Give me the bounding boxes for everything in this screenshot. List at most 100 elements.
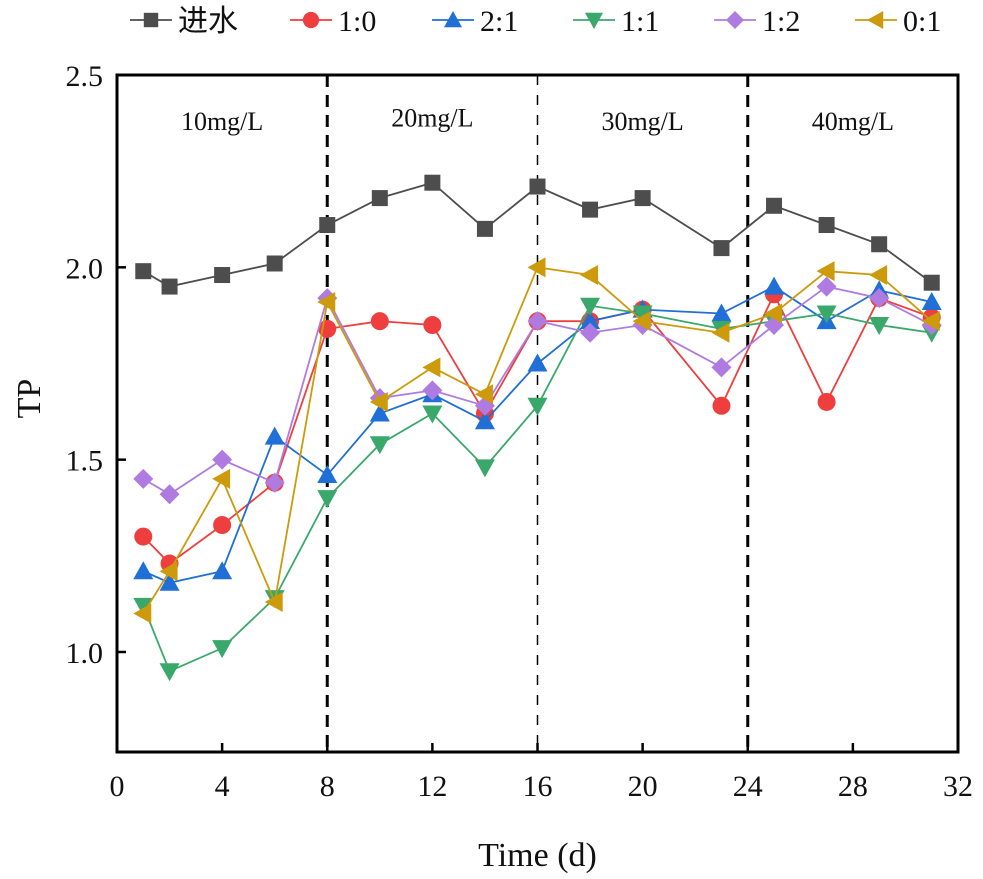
data-point [921,311,940,332]
data-point [212,640,233,659]
legend: 进水 1:0 2:1 1:1 1:2 0:1 [130,5,941,38]
y-tick-label: 2.0 [66,252,104,285]
legend-item: 0:1 [855,5,941,38]
data-point [527,353,548,372]
concentration-label: 10mg/L [181,107,263,136]
series-5 [133,257,940,624]
data-point [317,490,338,509]
data-point [371,190,388,207]
data-point [134,527,153,546]
data-point [474,459,495,478]
x-tick-label: 16 [523,770,553,803]
data-point [214,267,231,284]
data-point [422,405,443,424]
data-point [319,217,336,234]
legend-label: 1:0 [338,5,376,38]
data-point [317,291,336,312]
data-point [816,276,837,297]
data-point [159,663,180,682]
data-point [212,468,231,489]
data-point [424,174,441,191]
legend-label: 进水 [178,5,238,38]
legend-marker-icon [585,12,603,30]
series-line [142,285,933,496]
data-point [869,288,890,309]
data-point [529,178,546,195]
x-tick-label: 0 [110,770,125,803]
x-tick-label: 4 [215,770,230,803]
series-line [142,181,933,288]
data-point [474,384,493,405]
data-point [135,263,152,280]
data-point [580,322,601,343]
data-point [212,561,233,580]
series-0 [135,174,940,295]
data-point [527,311,548,332]
data-point [818,217,835,234]
series-group [133,174,942,682]
x-tick-label: 20 [628,770,658,803]
data-point [632,311,651,332]
data-point [634,190,651,207]
data-point [582,201,599,218]
data-point [580,265,599,286]
x-tick-label: 8 [320,770,335,803]
series-2 [133,276,942,591]
data-point [711,303,732,322]
data-point [133,603,152,624]
data-point [370,312,389,331]
data-point [474,411,495,430]
data-point [632,305,653,324]
data-point [527,257,546,278]
data-point [159,484,180,505]
data-point [159,561,178,582]
y-tick-label: 1.0 [66,637,104,670]
data-point [816,305,837,324]
x-tick-label: 24 [733,770,763,803]
data-point [816,261,835,282]
data-point [764,276,785,295]
data-point [817,392,836,411]
data-point [712,396,731,415]
x-tick-label: 32 [943,770,973,803]
data-point [264,426,285,445]
legend-label: 1:1 [621,5,659,38]
data-point [422,380,443,401]
data-point [161,278,178,295]
legend-item: 1:2 [714,5,800,38]
data-point [869,265,888,286]
data-point [133,597,154,616]
data-point [369,391,388,412]
concentration-label: 30mg/L [601,107,683,136]
data-point [133,468,154,489]
data-point [923,274,940,291]
y-axis: 1.0 1.5 2.0 2.5 [66,60,126,670]
legend-label: 0:1 [903,5,941,38]
legend-marker-icon [444,11,462,28]
y-tick-label: 2.5 [66,60,104,93]
data-point [317,465,338,484]
concentration-label: 40mg/L [812,107,894,136]
data-point [921,291,942,310]
data-point [213,516,232,535]
x-axis: 0 4 8 12 16 20 24 28 32 [110,743,973,803]
y-axis-title: TP [11,379,48,419]
data-point [711,322,730,343]
x-tick-label: 12 [417,770,447,803]
data-point [580,297,601,316]
data-point [423,316,442,335]
legend-item: 2:1 [432,5,518,38]
legend-item: 进水 [130,5,238,38]
series-line [142,304,932,673]
data-point [476,220,493,237]
concentration-annotations: 10mg/L 20mg/L 30mg/L 40mg/L [181,103,894,136]
data-point [212,449,233,470]
data-point [266,255,283,272]
series-line [142,285,932,584]
data-point [580,311,601,330]
legend-item: 1:1 [573,5,659,38]
data-point [369,436,390,455]
series-line [142,266,933,614]
concentration-dividers [325,75,750,752]
